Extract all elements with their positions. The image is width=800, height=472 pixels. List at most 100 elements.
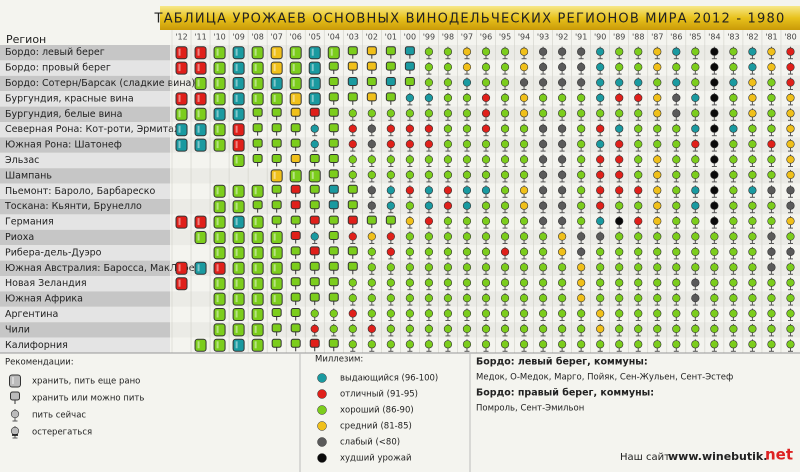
icon-drink-now: [310, 140, 319, 149]
icon-drink-now: [767, 140, 776, 149]
icon-too-early: [213, 338, 226, 352]
icon-drink-now: [481, 109, 491, 118]
icon-drink-now: [748, 93, 757, 102]
icon-drink-now: [634, 93, 643, 102]
icon-shine: [216, 264, 219, 272]
icon-drink-now: [481, 232, 491, 241]
icon-drink-now: [596, 309, 605, 318]
icon-shine: [235, 341, 238, 349]
icon-drink-now: [462, 263, 472, 272]
icon-shine: [273, 79, 276, 87]
icon-drink-now: [462, 324, 472, 334]
icon-too-early: [251, 215, 264, 229]
icon-drink-now: [786, 62, 795, 72]
icon-drink-now: [786, 201, 795, 210]
icon-hold: [347, 92, 358, 102]
icon-drink-now: [519, 340, 529, 349]
icon-hold: [328, 154, 339, 163]
icon-drink-now: [519, 217, 529, 226]
icon-shine: [254, 295, 257, 303]
icon-drink-now: [786, 186, 795, 195]
icon-drink-now: [634, 263, 643, 272]
icon-shine: [235, 125, 238, 133]
icon-drink-now: [443, 201, 453, 210]
icon-too-early: [251, 338, 264, 352]
icon-drink-now: [729, 294, 738, 303]
icon-drink-now: [767, 340, 776, 349]
icon-drink-now: [691, 93, 700, 102]
icon-drink-now: [462, 109, 472, 118]
icon-drink-now: [538, 109, 548, 118]
region-cell: [0, 199, 170, 215]
icon-drink-now: [691, 140, 700, 149]
legend-title: Рекомендации:: [5, 358, 74, 368]
site-url[interactable]: www.winebutik.: [668, 450, 767, 463]
icon-drink-now: [481, 93, 491, 102]
icon-too-early: [232, 261, 245, 275]
icon-drink-now: [367, 340, 376, 349]
icon-drink-now: [386, 263, 395, 272]
region-name: Рибера-дель-Дуэро: [5, 247, 102, 258]
icon-drink-now: [424, 263, 434, 272]
icon-hold: [271, 107, 282, 117]
icon-drink-now: [462, 247, 472, 256]
icon-drink-now: [367, 232, 376, 241]
icon-drink-now: [615, 47, 624, 56]
region-cell: [0, 276, 170, 292]
icon-hold: [347, 246, 358, 256]
icon-hold: [271, 138, 282, 148]
icon-hold: [328, 169, 339, 179]
icon-drink-now: [710, 294, 719, 303]
icon-drink-now: [538, 309, 548, 318]
icon-drink-now: [596, 324, 605, 334]
icon-drink-now: [481, 201, 491, 210]
icon-too-early: [251, 92, 264, 106]
icon-drink-now: [653, 140, 662, 149]
icon-too-early: [251, 261, 264, 275]
icon-drink-now: [538, 217, 548, 226]
icon-too-early: [213, 246, 226, 260]
icon-too-early: [232, 246, 245, 260]
icon-drink-now: [615, 93, 624, 102]
icon-drink-now: [558, 78, 567, 87]
region-cell: [0, 91, 170, 107]
icon-hold: [309, 107, 320, 117]
year-label: '11: [194, 33, 206, 42]
icon-drink-now: [558, 155, 567, 164]
icon-drink-now: [538, 232, 548, 241]
icon-hold: [290, 107, 301, 117]
icon-drink-now: [691, 124, 700, 133]
year-label: '81: [765, 33, 777, 42]
region-cell: [0, 306, 170, 323]
icon-drink-now: [653, 232, 662, 241]
icon-too-early: [232, 215, 245, 229]
icon-too-early: [213, 308, 226, 321]
region-name: Аргентина: [5, 309, 58, 320]
icon-drink-now: [672, 340, 681, 349]
icon-drink-now: [577, 247, 586, 256]
icon-drink-now: [538, 155, 548, 164]
icon-drink-now: [615, 124, 624, 133]
icon-drink-now: [729, 232, 738, 241]
note-heading: Бордо: левый берег, коммуны:: [476, 357, 648, 368]
region-name: Бордо: Сотерн/Барсак (сладкие вина): [5, 78, 195, 89]
icon-drink-now: [462, 140, 472, 149]
site-tld[interactable]: net: [765, 446, 793, 464]
icon-drink-now: [729, 340, 738, 349]
icon-too-early: [213, 46, 226, 60]
icon-drink-now: [424, 109, 434, 118]
icon-drink-now: [558, 170, 567, 179]
icon-drink-now: [748, 170, 757, 179]
icon-drink-now: [710, 186, 719, 195]
year-label: '95: [499, 33, 511, 42]
year-label: '91: [575, 33, 587, 42]
icon-drink-now: [767, 124, 776, 133]
year-label: '00: [404, 33, 416, 42]
icon-drink-now: [691, 324, 700, 334]
icon-shine: [330, 48, 333, 56]
icon-drink-now: [519, 62, 529, 72]
icon-drink-now: [767, 278, 776, 287]
icon-drink-now: [729, 278, 738, 287]
icon-too-early: [251, 323, 264, 337]
icon-drink-now: [634, 155, 643, 164]
